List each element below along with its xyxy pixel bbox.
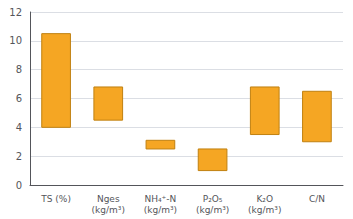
- svg-text:2: 2: [16, 151, 22, 162]
- svg-text:(kg/m³): (kg/m³): [92, 205, 125, 215]
- svg-text:12: 12: [9, 7, 22, 18]
- svg-text:8: 8: [16, 64, 22, 75]
- svg-text:10: 10: [9, 35, 22, 46]
- svg-text:0: 0: [16, 180, 22, 191]
- svg-text:4: 4: [16, 122, 22, 133]
- svg-text:NH₄⁺-N: NH₄⁺-N: [144, 194, 176, 204]
- svg-text:C/N: C/N: [309, 194, 325, 204]
- svg-text:Nges: Nges: [97, 194, 120, 204]
- svg-text:TS (%): TS (%): [40, 194, 71, 204]
- svg-text:(kg/m³): (kg/m³): [144, 205, 177, 215]
- svg-text:(kg/m³): (kg/m³): [196, 205, 229, 215]
- svg-text:6: 6: [16, 93, 22, 104]
- svg-text:(kg/m³): (kg/m³): [248, 205, 281, 215]
- svg-text:K₂O: K₂O: [256, 194, 273, 204]
- svg-text:P₂O₅: P₂O₅: [203, 194, 223, 204]
